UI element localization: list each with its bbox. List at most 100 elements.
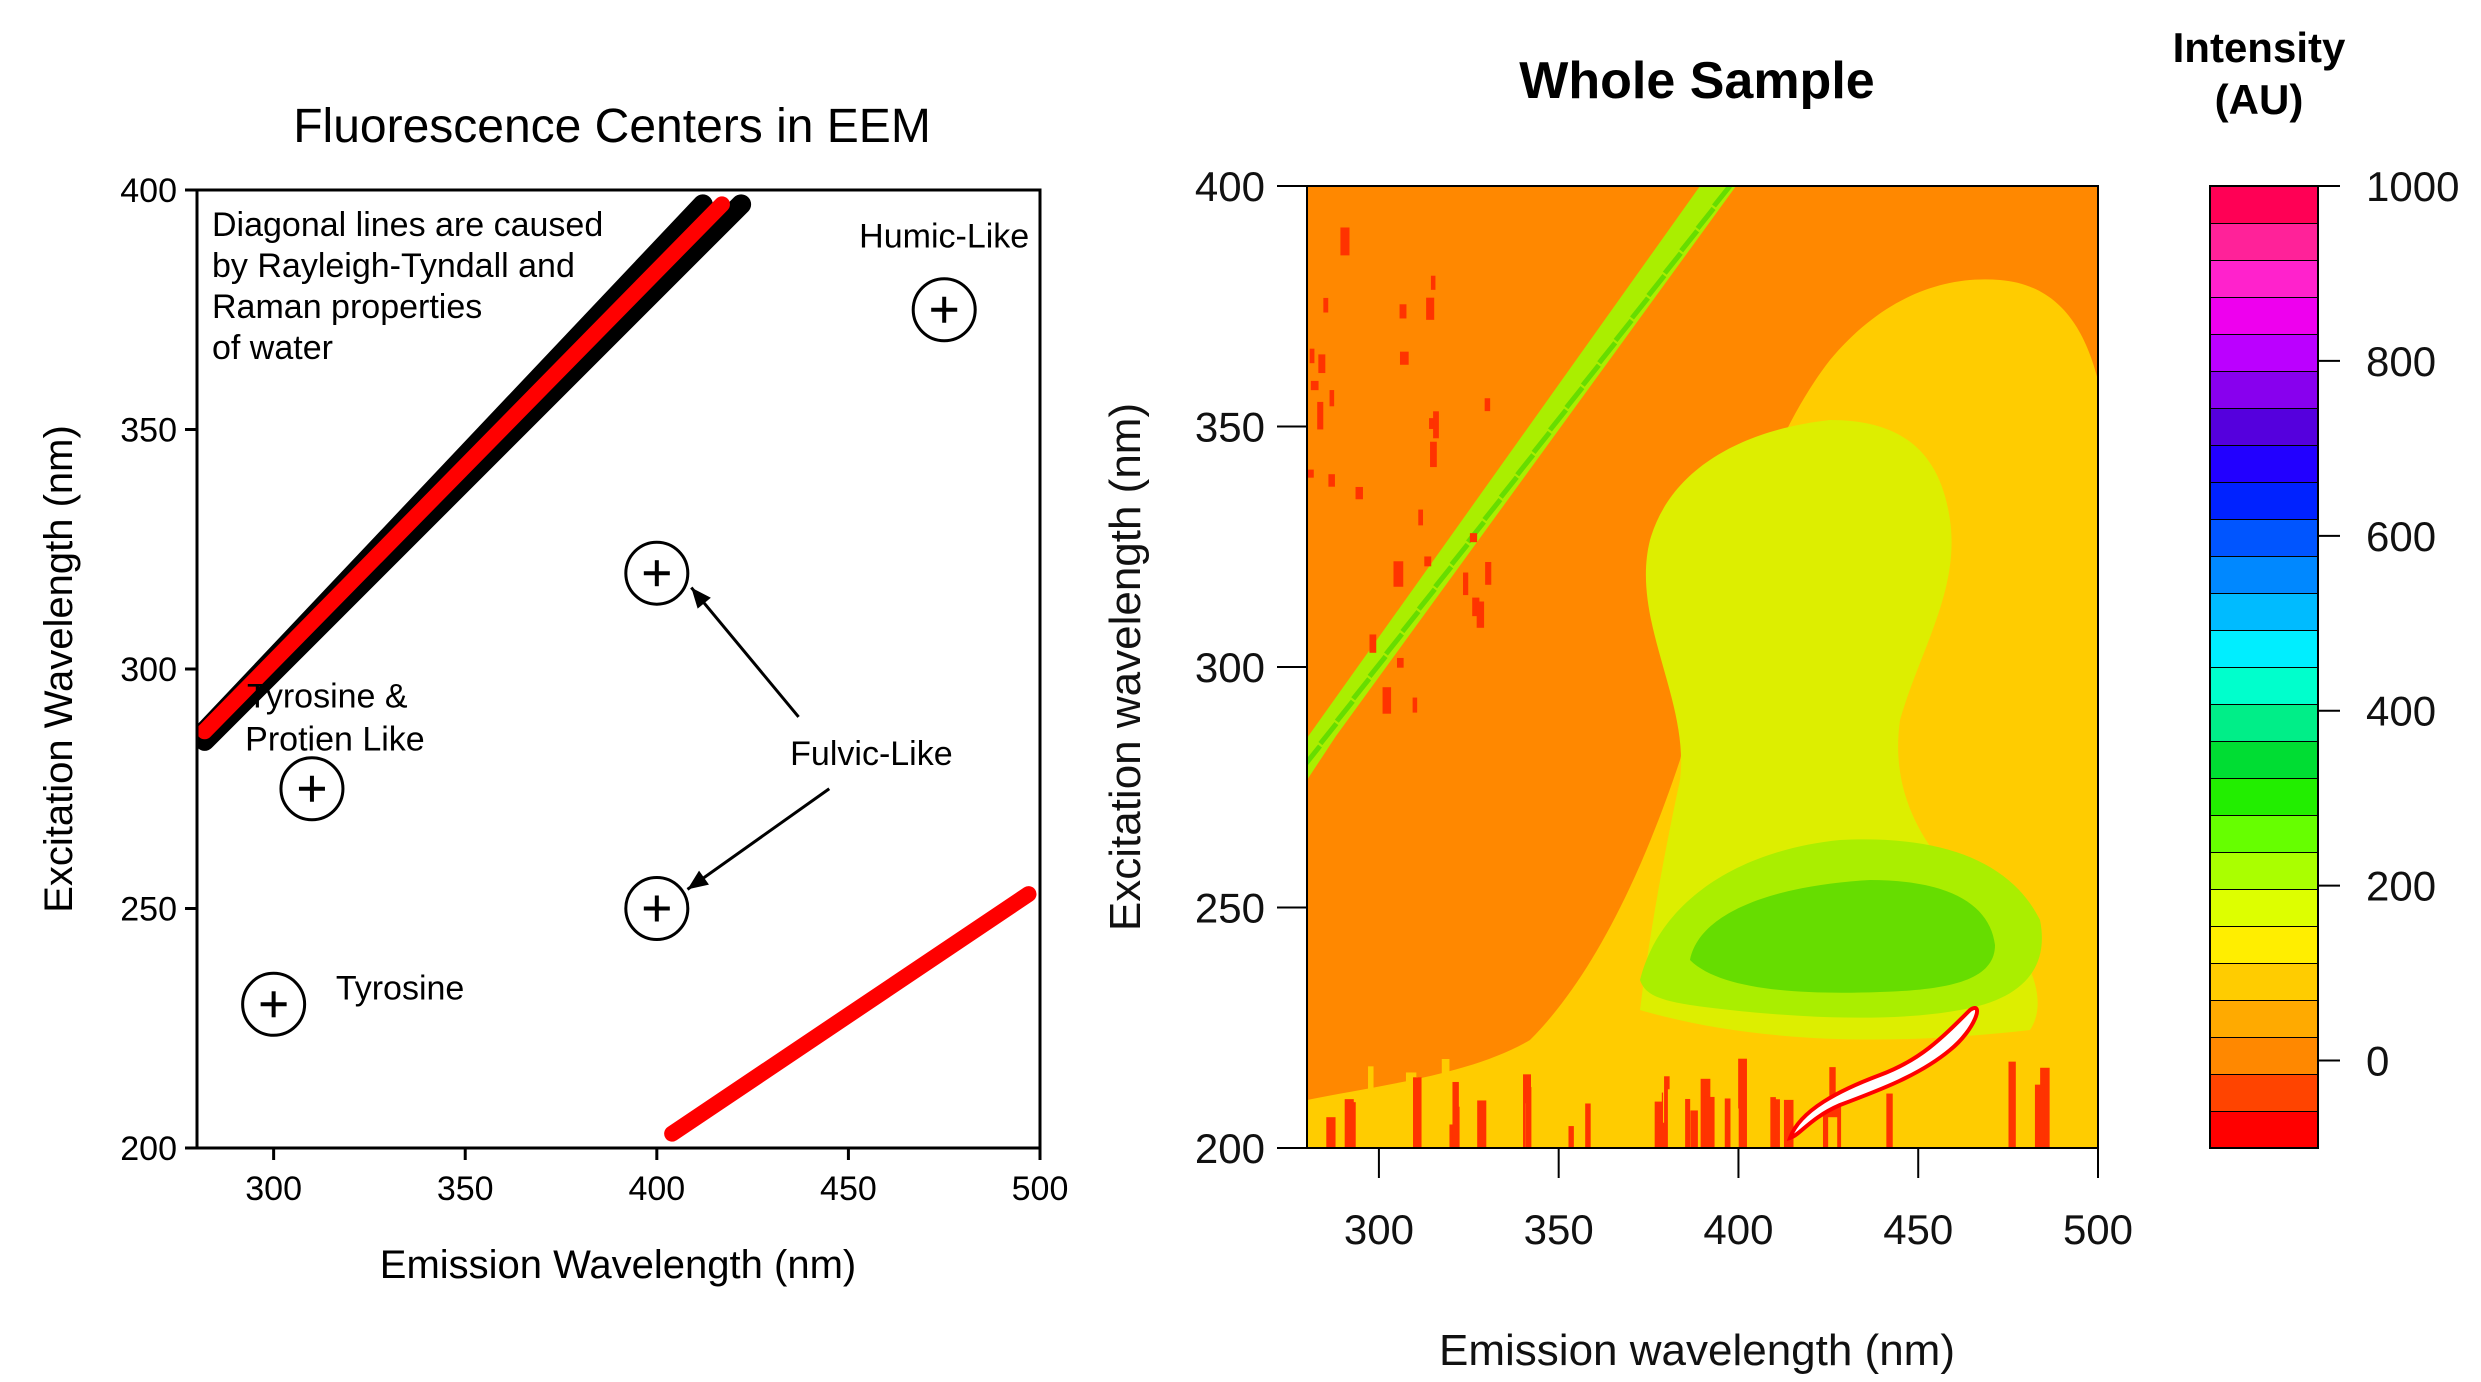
- colorbar-unit: (AU): [2215, 76, 2304, 123]
- center-label: Tyrosine &: [247, 677, 408, 715]
- noise-speck: [1452, 1081, 1459, 1148]
- note-line: Diagonal lines are caused: [212, 206, 603, 244]
- noise-speck: [1430, 275, 1436, 290]
- x-tick-label: 450: [1883, 1206, 1953, 1253]
- noise-speck: [2034, 1084, 2045, 1148]
- noise-speck: [1664, 1076, 1672, 1148]
- heatmap: [1307, 186, 2098, 1148]
- noise-speck: [1627, 1112, 1635, 1148]
- rayleigh-stripe: [1351, 677, 1372, 701]
- rayleigh-stripe: [1679, 229, 1700, 253]
- rayleigh-stripe: [1662, 251, 1683, 275]
- fluorescence-center-marker: [241, 971, 307, 1037]
- noise-speck: [1655, 1122, 1667, 1148]
- rayleigh-stripe: [1384, 632, 1404, 656]
- arrow-head: [691, 587, 711, 609]
- colorbar-cell: [2209, 851, 2319, 890]
- noise-speck: [1568, 1126, 1574, 1148]
- colorbar-cell: [2209, 1110, 2319, 1149]
- noise-speck: [1685, 1098, 1691, 1148]
- left-x-axis: 300 350 400 450 500: [245, 1148, 1068, 1208]
- noise-speck: [1469, 533, 1478, 543]
- note-line: of water: [212, 329, 333, 367]
- center-circle: [911, 277, 977, 343]
- rayleigh-stripe: [1307, 744, 1322, 767]
- y-tick-label: 250: [1195, 885, 1265, 932]
- rayleigh-stripe: [1531, 430, 1552, 454]
- y-tick-label: 200: [120, 1130, 177, 1168]
- noise-speck: [1476, 601, 1485, 628]
- fluorescence-center-marker: [624, 876, 690, 941]
- rayleigh-stripe: [1712, 186, 1732, 208]
- noise-speck: [1413, 1077, 1422, 1148]
- colorbar-cell: [2209, 481, 2319, 520]
- center-circle: [279, 756, 345, 822]
- x-tick-label: 450: [820, 1170, 877, 1208]
- noise-speck: [1440, 1125, 1446, 1148]
- noise-speck: [1745, 1126, 1753, 1148]
- noise-speck: [1477, 1100, 1487, 1148]
- center-label: Protien Like: [245, 720, 425, 758]
- rayleigh-stripe: [1646, 274, 1667, 298]
- left-chart-marks: Humic-Like Tyrosine & Protien Like Fulvic-L…: [197, 194, 1037, 1142]
- rayleigh-stripe: [1515, 453, 1536, 477]
- x-tick-label: 400: [1703, 1206, 1773, 1253]
- water-scatter-line: [664, 886, 1037, 1142]
- noise-speck: [1667, 1089, 1679, 1148]
- rayleigh-stripe: [1334, 699, 1355, 723]
- heatmap-region-peak: [1690, 880, 1995, 993]
- heatmap-saturated-region: [1786, 1006, 1980, 1142]
- colorbar-cell: [2209, 925, 2319, 964]
- colorbar-cell: [2209, 999, 2319, 1038]
- noise-speck: [1963, 1115, 1971, 1148]
- right-x-axis: 300 350 400 450 500: [1344, 1148, 2133, 1253]
- left-chart-title: Fluorescence Centers in EEM: [293, 100, 931, 153]
- noise-speck: [1309, 348, 1315, 364]
- noise-speck: [1441, 1059, 1450, 1148]
- note-line: by Rayleigh-Tyndall and: [212, 247, 575, 285]
- right-y-axis: 200 250 300 350 400: [1195, 163, 1307, 1172]
- noise-speck: [2014, 1088, 2020, 1148]
- noise-speck: [1704, 1096, 1715, 1148]
- rayleigh-stripe: [1498, 475, 1519, 499]
- water-scatter-line: [197, 196, 730, 740]
- noise-speck: [1525, 1087, 1532, 1148]
- y-tick-label: 400: [120, 172, 177, 210]
- colorbar-axis: 0 200 400 600 800 1000: [2318, 163, 2459, 1085]
- noise-speck: [1838, 1116, 1847, 1148]
- noise-speck: [1426, 297, 1435, 320]
- noise-speck: [1418, 509, 1424, 526]
- colorbar-tick-label: 800: [2366, 338, 2436, 385]
- colorbar-cell: [2209, 592, 2319, 631]
- x-tick-label: 350: [437, 1170, 494, 1208]
- rayleigh-stripe: [1318, 722, 1339, 746]
- note-line: Raman properties: [212, 288, 482, 326]
- noise-speck: [1357, 1103, 1365, 1148]
- left-y-axis: 200 250 300 350 400: [120, 172, 197, 1168]
- noise-speck: [1463, 572, 1469, 596]
- rayleigh-stripe: [1433, 565, 1454, 589]
- noise-speck: [1485, 561, 1492, 585]
- left-y-axis-label: Excitation Wavelength (nm): [37, 425, 81, 913]
- noise-speck: [1430, 441, 1437, 468]
- noise-speck: [1638, 1089, 1648, 1148]
- center-label: Humic-Like: [859, 217, 1029, 255]
- colorbar-cell: [2209, 962, 2319, 1001]
- y-tick-label: 300: [1195, 644, 1265, 691]
- annotation-arrow: [690, 586, 800, 718]
- noise-speck: [1368, 1066, 1374, 1148]
- colorbar-cell: [2209, 888, 2319, 927]
- center-circle: [241, 971, 307, 1037]
- noise-speck: [1328, 474, 1335, 487]
- noise-speck: [1318, 354, 1326, 374]
- noise-speck: [1382, 687, 1392, 714]
- arrow-head: [687, 870, 709, 890]
- noise-speck: [1424, 556, 1432, 567]
- noise-speck: [2067, 1085, 2075, 1148]
- rayleigh-stripe: [1482, 498, 1503, 522]
- noise-speck: [1326, 1117, 1336, 1148]
- center-circle: [624, 540, 690, 606]
- annotation-arrow: [686, 787, 831, 891]
- noise-speck: [1585, 1103, 1591, 1148]
